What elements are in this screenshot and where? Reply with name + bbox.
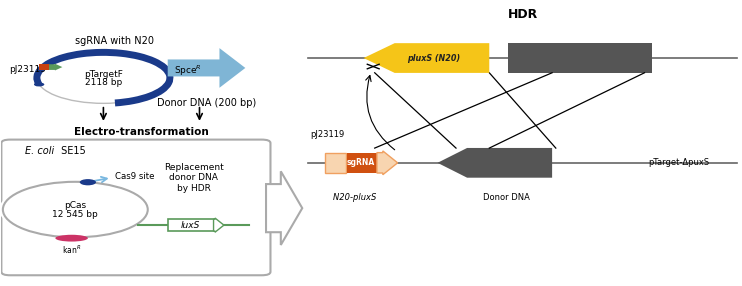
Text: Donor DNA: Donor DNA bbox=[483, 192, 530, 202]
FancyArrow shape bbox=[214, 218, 224, 232]
FancyArrow shape bbox=[377, 151, 398, 175]
Text: Donor DNA (200 bp): Donor DNA (200 bp) bbox=[157, 98, 257, 108]
Text: 2118 bp: 2118 bp bbox=[85, 78, 122, 88]
Bar bbox=[168, 219, 214, 231]
Text: pCas: pCas bbox=[65, 201, 86, 210]
Text: sgRNA: sgRNA bbox=[347, 158, 375, 167]
Text: SE15: SE15 bbox=[59, 146, 86, 156]
FancyBboxPatch shape bbox=[1, 140, 271, 275]
Bar bbox=[347, 153, 377, 173]
Polygon shape bbox=[364, 43, 489, 73]
Circle shape bbox=[33, 51, 174, 105]
Text: Cas9 site: Cas9 site bbox=[114, 172, 154, 181]
Text: kan$^R$: kan$^R$ bbox=[62, 243, 81, 256]
Text: N20-​pluxS: N20-​pluxS bbox=[333, 192, 376, 202]
Circle shape bbox=[34, 82, 45, 86]
Text: luxS: luxS bbox=[181, 221, 200, 230]
Text: Electro-transformation: Electro-transformation bbox=[74, 127, 209, 137]
Polygon shape bbox=[168, 48, 246, 88]
Polygon shape bbox=[266, 171, 302, 245]
Text: pluxS (N20): pluxS (N20) bbox=[407, 53, 461, 63]
FancyArrow shape bbox=[49, 64, 62, 70]
Bar bbox=[39, 64, 49, 70]
Polygon shape bbox=[438, 148, 552, 178]
Circle shape bbox=[0, 180, 151, 239]
Circle shape bbox=[79, 179, 96, 185]
Text: HDR: HDR bbox=[508, 9, 538, 21]
Bar bbox=[325, 153, 346, 173]
Ellipse shape bbox=[56, 235, 88, 242]
Text: 12 545 bp: 12 545 bp bbox=[53, 210, 98, 219]
Text: pJ23119: pJ23119 bbox=[9, 65, 46, 74]
Text: pJ23119: pJ23119 bbox=[310, 130, 344, 139]
Text: E. coli: E. coli bbox=[25, 146, 54, 156]
Bar bbox=[508, 43, 652, 73]
Text: sgRNA with N20: sgRNA with N20 bbox=[75, 36, 154, 46]
Text: Replacement
donor DNA
by HDR: Replacement donor DNA by HDR bbox=[164, 163, 223, 193]
Text: pTargetF: pTargetF bbox=[84, 70, 123, 79]
Text: Spce$^R$: Spce$^R$ bbox=[174, 63, 202, 78]
Text: pTarget-ΔpuxS: pTarget-ΔpuxS bbox=[649, 158, 709, 167]
